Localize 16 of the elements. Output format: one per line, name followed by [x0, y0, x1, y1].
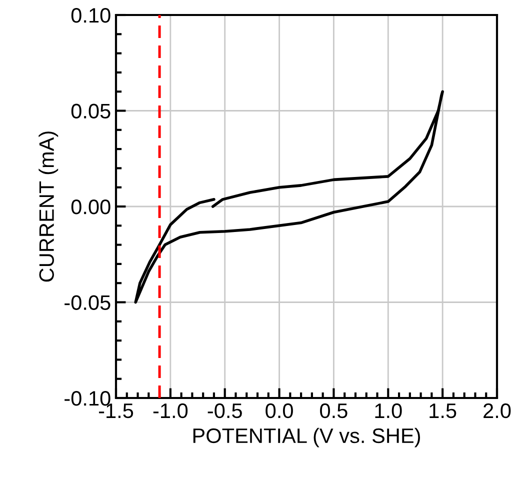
line-series [134, 90, 444, 304]
x-tick-label: 1.0 [375, 403, 402, 418]
y-tick-label: 0.10 [71, 8, 110, 23]
x-tick-label: 2.0 [484, 403, 511, 418]
x-tick-label: -0.5 [208, 403, 242, 418]
x-tick-label: -1.0 [153, 403, 188, 418]
y-tick-label: -0.10 [64, 391, 110, 406]
y-tick-label: 0.00 [71, 200, 110, 214]
y-tick-label: 0.05 [71, 104, 110, 119]
x-tick-label: -1.5 [98, 404, 134, 418]
y-tick-label: -0.05 [64, 295, 110, 310]
x-tick-label: 1.5 [430, 404, 456, 418]
x-tick-label: 0.5 [320, 403, 348, 418]
y-axis-title: CURRENT (mA) [38, 132, 58, 282]
x-tick-label: 0.0 [266, 403, 293, 418]
x-axis-title: POTENTIAL (V vs. SHE) [193, 428, 420, 448]
